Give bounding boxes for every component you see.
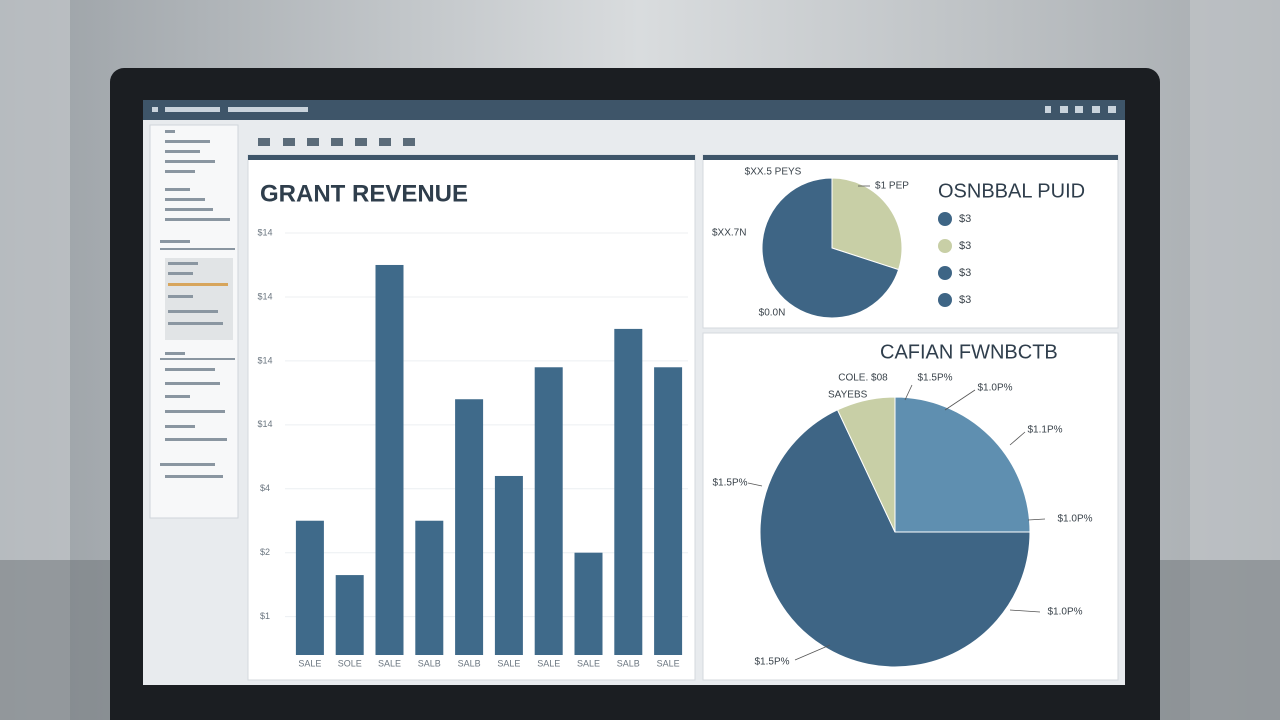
bar bbox=[455, 399, 484, 655]
annotation: $1.0P% bbox=[1057, 514, 1092, 525]
leader-line bbox=[944, 389, 976, 411]
menu-item bbox=[228, 107, 308, 112]
annotation: $1.1P% bbox=[1027, 425, 1062, 436]
annotation: SAYEBS bbox=[828, 390, 868, 401]
y-tick-label: $14 bbox=[257, 291, 272, 301]
menu-item bbox=[165, 107, 220, 112]
x-tick-label: SALE bbox=[497, 658, 520, 668]
bar bbox=[614, 328, 643, 655]
annotation: $1.0P% bbox=[977, 383, 1012, 394]
window-button[interactable] bbox=[1092, 106, 1100, 113]
legend-label: $3 bbox=[959, 267, 971, 279]
x-tick-label: SALB bbox=[418, 658, 441, 668]
panel-header bbox=[248, 155, 695, 160]
tool-button[interactable] bbox=[283, 138, 295, 146]
y-tick-label: $14 bbox=[257, 227, 272, 237]
annotation: COLE. $08 bbox=[838, 373, 888, 384]
leader-line bbox=[1009, 431, 1026, 446]
annotation: $1.5P% bbox=[754, 657, 789, 668]
tool-button[interactable] bbox=[403, 138, 415, 146]
tool-button[interactable] bbox=[307, 138, 319, 146]
annotation: $1 PEP bbox=[875, 181, 909, 192]
top-bar bbox=[143, 100, 1125, 120]
top-bar-items bbox=[152, 106, 1116, 113]
leader-line bbox=[747, 482, 763, 487]
leader-line bbox=[1009, 609, 1041, 613]
y-tick-label: $2 bbox=[260, 547, 270, 557]
annotation: $0.0N bbox=[759, 308, 786, 319]
pie-slice bbox=[761, 177, 900, 319]
y-tick-label: $1 bbox=[260, 611, 270, 621]
bar bbox=[654, 367, 683, 655]
window-button[interactable] bbox=[1108, 106, 1116, 113]
window-button[interactable] bbox=[1060, 106, 1068, 113]
tool-button[interactable] bbox=[258, 138, 270, 146]
legend-label: $3 bbox=[959, 213, 971, 225]
x-tick-label: SALE bbox=[298, 658, 321, 668]
bar bbox=[415, 520, 444, 655]
annotation: $1.5P% bbox=[917, 373, 952, 384]
leader-line bbox=[1027, 518, 1046, 521]
leader-line bbox=[794, 644, 831, 661]
x-tick-label: SALE bbox=[577, 658, 600, 668]
toolbar bbox=[258, 138, 415, 146]
y-tick-label: $14 bbox=[257, 419, 272, 429]
bar bbox=[534, 367, 563, 655]
chart-title: CAFIAN FWNBCTB bbox=[880, 341, 1058, 363]
y-tick-label: $4 bbox=[260, 483, 270, 493]
menu-item bbox=[152, 107, 158, 112]
annotation: $1.5P% bbox=[712, 478, 747, 489]
x-tick-label: SALB bbox=[458, 658, 481, 668]
pie-slice bbox=[894, 396, 1031, 533]
x-tick-label: SALE bbox=[378, 658, 401, 668]
panel-header bbox=[703, 155, 1118, 160]
legend-label: $3 bbox=[959, 240, 971, 252]
annotation: $1.0P% bbox=[1047, 607, 1082, 618]
x-tick-label: SALB bbox=[617, 658, 640, 668]
legend-swatch bbox=[938, 212, 952, 226]
bar bbox=[574, 552, 603, 655]
leader-line bbox=[904, 384, 913, 401]
x-tick-label: SALE bbox=[657, 658, 680, 668]
sidebar-items bbox=[160, 130, 235, 478]
x-tick-label: SALE bbox=[537, 658, 560, 668]
legend-swatch bbox=[938, 293, 952, 307]
pie-slice bbox=[836, 396, 896, 533]
bar bbox=[375, 264, 404, 655]
legend-swatch bbox=[938, 266, 952, 280]
bar bbox=[295, 520, 324, 655]
legend-label: $3 bbox=[959, 294, 971, 306]
bar bbox=[494, 475, 523, 655]
pie-slice bbox=[831, 177, 903, 271]
tool-button[interactable] bbox=[331, 138, 343, 146]
window-button[interactable] bbox=[1075, 106, 1083, 113]
tool-button[interactable] bbox=[379, 138, 391, 146]
annotation: $XX.5 PEYS bbox=[745, 167, 802, 178]
x-tick-label: SOLE bbox=[338, 658, 362, 668]
window-button[interactable] bbox=[1045, 106, 1051, 113]
annotation: $XX.7N bbox=[712, 228, 746, 239]
bar bbox=[335, 575, 364, 655]
tool-button[interactable] bbox=[355, 138, 367, 146]
legend-swatch bbox=[938, 239, 952, 253]
y-tick-label: $14 bbox=[257, 355, 272, 365]
chart-title: OSNBBAL PUID bbox=[938, 180, 1085, 202]
pie-slice bbox=[759, 409, 1031, 668]
chart-title: GRANT REVENUE bbox=[260, 180, 468, 207]
